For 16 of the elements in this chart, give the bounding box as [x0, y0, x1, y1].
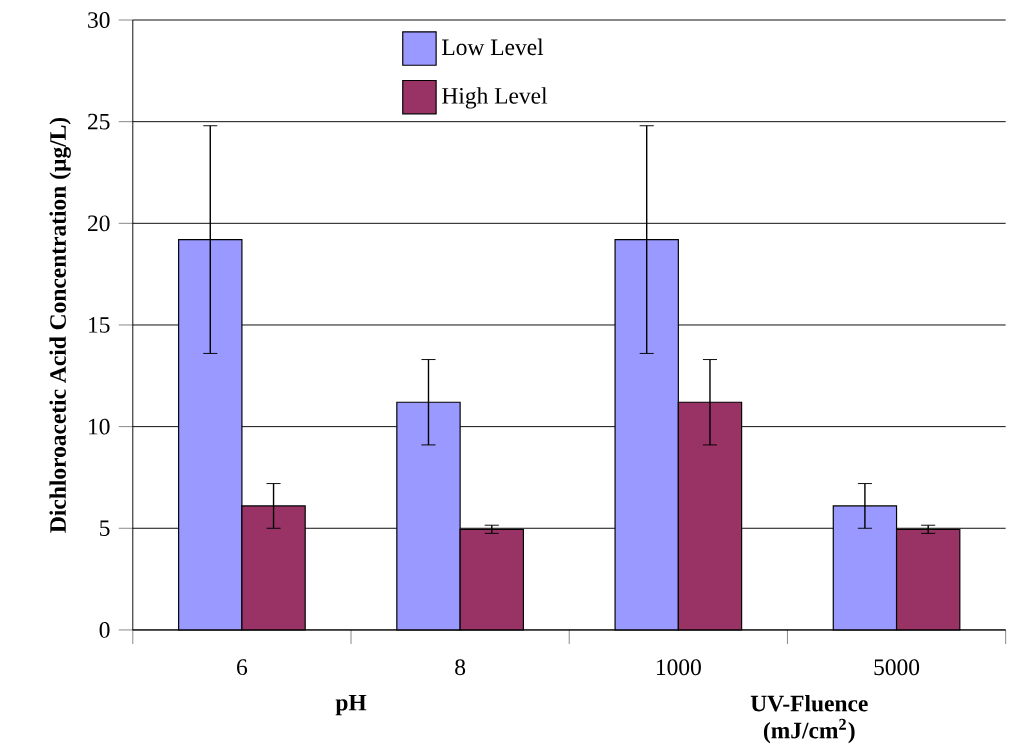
legend-label: High Level — [442, 87, 548, 109]
text: UV-Fluence (mJ/cm$^{2}$) — [750, 694, 868, 744]
x-tick-label: 8 — [455, 659, 466, 676]
x-tick-label: 5000 — [874, 659, 920, 676]
y-tick-label: 5 — [100, 520, 110, 537]
y-tick-label: 20 — [88, 215, 110, 232]
y-tick-label: 10 — [89, 418, 110, 435]
y-axis-title: Dichloroacetic Acid Concentration (µg/L) — [49, 117, 71, 533]
legend-label: Low Level — [442, 38, 544, 56]
y-tick-label: 30 — [88, 12, 110, 28]
x-tick-label: 1000 — [656, 659, 701, 676]
text: pH — [335, 694, 367, 716]
x-tick-label: 6 — [237, 659, 248, 676]
y-tick-label: 15 — [89, 317, 110, 333]
y-tick-label: 25 — [88, 113, 110, 130]
y-tick-label: 0 — [99, 622, 110, 638]
